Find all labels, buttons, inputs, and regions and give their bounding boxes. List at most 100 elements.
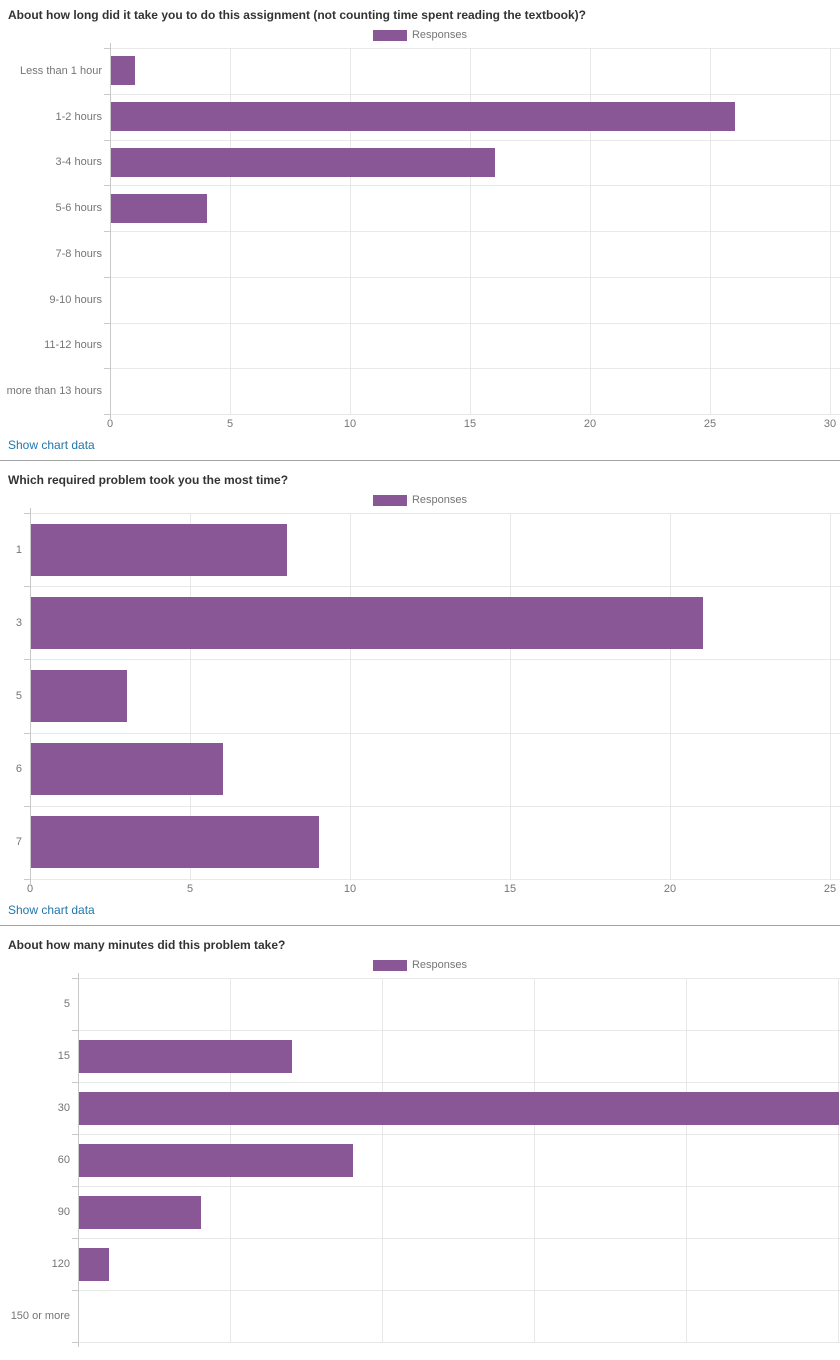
chart-title: About how long did it take you to do thi…: [8, 8, 586, 22]
gridline-horizontal: [110, 277, 840, 278]
bar[interactable]: [79, 1195, 201, 1229]
category-label: 15: [57, 1050, 70, 1062]
y-axis-line: [78, 973, 79, 1347]
gridline-horizontal: [110, 414, 840, 415]
category-label: 150 or more: [10, 1310, 70, 1322]
gridline-horizontal: [110, 323, 840, 324]
gridline-horizontal: [78, 1290, 840, 1291]
x-axis-tick-label: 20: [583, 418, 597, 430]
bar[interactable]: [111, 102, 735, 132]
gridline-horizontal: [30, 513, 840, 514]
axis-tick: [104, 94, 110, 95]
category-label: more than 13 hours: [6, 385, 102, 398]
gridline-vertical: [190, 513, 191, 879]
bar[interactable]: [31, 596, 703, 649]
chart-section: About how many minutes did this problem …: [0, 938, 840, 1360]
gridline-vertical: [350, 513, 351, 879]
axis-tick: [72, 1238, 78, 1239]
legend-series-label: Responses: [411, 29, 468, 41]
category-label: 5: [15, 690, 22, 702]
category-label: 60: [57, 1154, 70, 1166]
x-axis-tick-label: 5: [186, 883, 194, 895]
section-divider: [0, 925, 840, 926]
bar[interactable]: [79, 1143, 353, 1177]
category-label: 7-8 hours: [55, 247, 102, 260]
axis-tick: [72, 1186, 78, 1187]
gridline-vertical: [838, 978, 839, 1342]
x-axis-tick-label: 5: [226, 418, 234, 430]
axis-tick: [24, 879, 30, 880]
legend-color-swatch: [372, 29, 407, 41]
axis-tick: [72, 1030, 78, 1031]
gridline-horizontal: [78, 1134, 840, 1135]
gridline-horizontal: [30, 733, 840, 734]
x-axis-tick-label: 10: [343, 883, 357, 895]
chart-section: Which required problem took you the most…: [0, 473, 840, 919]
axis-tick: [72, 1134, 78, 1135]
gridline-horizontal: [110, 48, 840, 49]
legend-series-label: Responses: [411, 959, 468, 971]
axis-tick: [104, 414, 110, 415]
category-label: 11-12 hours: [44, 339, 102, 352]
survey-results-page: About how long did it take you to do thi…: [0, 8, 840, 1360]
show-chart-data-link[interactable]: Show chart data: [8, 438, 95, 452]
category-label: 5-6 hours: [55, 202, 102, 215]
gridline-horizontal: [110, 185, 840, 186]
gridline-horizontal: [78, 1238, 840, 1239]
x-axis-tick-label: 15: [503, 883, 517, 895]
bar[interactable]: [111, 56, 135, 86]
gridline-horizontal: [78, 1082, 840, 1083]
bar[interactable]: [31, 670, 127, 722]
gridline-vertical: [670, 513, 671, 879]
category-label: 1: [15, 543, 22, 556]
x-axis-tick-label: 20: [663, 883, 677, 895]
category-label: Less than 1 hour: [20, 64, 102, 77]
gridline-horizontal: [30, 806, 840, 807]
gridline-horizontal: [30, 659, 840, 660]
axis-tick: [104, 48, 110, 49]
category-label: 90: [57, 1206, 70, 1218]
bar[interactable]: [31, 816, 319, 869]
gridline-vertical: [510, 513, 511, 879]
gridline-horizontal: [110, 231, 840, 232]
category-label: 6: [15, 763, 22, 776]
legend-color-swatch: [372, 959, 407, 971]
axis-tick: [104, 368, 110, 369]
show-chart-data-link[interactable]: Show chart data: [8, 903, 95, 917]
axis-tick: [72, 978, 78, 979]
axis-tick: [24, 733, 30, 734]
legend-series-label: Responses: [411, 494, 468, 506]
section-divider: [0, 460, 840, 461]
bar[interactable]: [111, 193, 207, 223]
bar[interactable]: [31, 523, 287, 576]
axis-tick: [104, 323, 110, 324]
x-axis-tick-label: 25: [823, 883, 837, 895]
x-axis-labels: 0 5 10 15 20 25: [0, 879, 840, 897]
category-label: 30: [57, 1102, 70, 1114]
chart-legend: Responses: [0, 959, 840, 971]
gridline-horizontal: [78, 978, 840, 979]
axis-tick: [24, 806, 30, 807]
bar[interactable]: [111, 147, 495, 177]
axis-tick: [24, 586, 30, 587]
chart-title: Which required problem took you the most…: [8, 473, 289, 487]
category-label: 3-4 hours: [55, 156, 102, 169]
bar-chart-plot: 5 15 30 60 90 120 150 or more: [0, 973, 840, 1347]
gridline-vertical: [382, 978, 383, 1342]
x-axis-tick-label: 0: [106, 418, 114, 430]
x-axis-labels: 0 5 10 15 20 25 30: [0, 414, 840, 432]
axis-tick: [24, 659, 30, 660]
gridline-vertical: [534, 978, 535, 1342]
category-label: 1-2 hours: [55, 110, 102, 123]
bar[interactable]: [79, 1039, 292, 1073]
bar[interactable]: [79, 1247, 110, 1281]
x-axis-tick-label: 25: [703, 418, 717, 430]
gridline-horizontal: [78, 1030, 840, 1031]
bar[interactable]: [31, 743, 223, 796]
chart-title: About how many minutes did this problem …: [8, 938, 286, 952]
x-axis-tick-label: 30: [823, 418, 837, 430]
bar[interactable]: [79, 1091, 839, 1125]
gridline-horizontal: [110, 140, 840, 141]
axis-tick: [72, 1290, 78, 1291]
chart-legend: Responses: [0, 29, 840, 41]
